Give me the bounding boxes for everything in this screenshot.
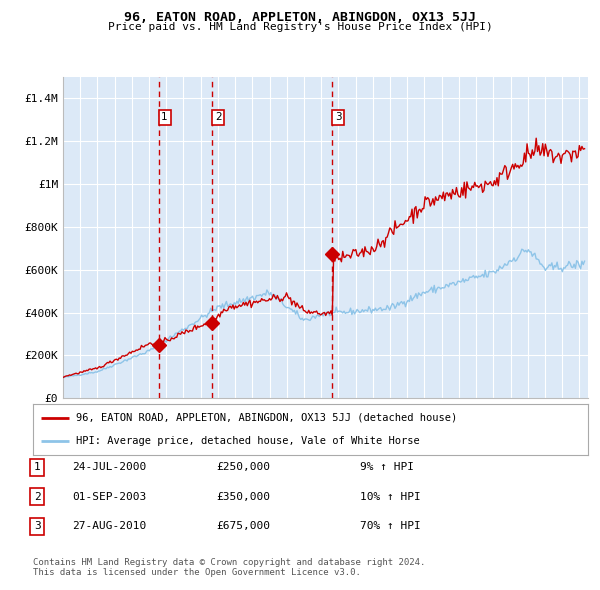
Text: 1: 1 (161, 113, 168, 123)
Text: HPI: Average price, detached house, Vale of White Horse: HPI: Average price, detached house, Vale… (76, 437, 420, 447)
Text: 10% ↑ HPI: 10% ↑ HPI (360, 492, 421, 502)
Text: 24-JUL-2000: 24-JUL-2000 (72, 463, 146, 472)
Text: Contains HM Land Registry data © Crown copyright and database right 2024.
This d: Contains HM Land Registry data © Crown c… (33, 558, 425, 577)
Text: 3: 3 (34, 522, 41, 531)
Text: 27-AUG-2010: 27-AUG-2010 (72, 522, 146, 531)
Text: 70% ↑ HPI: 70% ↑ HPI (360, 522, 421, 531)
Text: £350,000: £350,000 (216, 492, 270, 502)
Text: Price paid vs. HM Land Registry's House Price Index (HPI): Price paid vs. HM Land Registry's House … (107, 22, 493, 32)
Text: 2: 2 (215, 113, 221, 123)
Text: 9% ↑ HPI: 9% ↑ HPI (360, 463, 414, 472)
Text: 3: 3 (335, 113, 341, 123)
Text: 2: 2 (34, 492, 41, 502)
Text: £250,000: £250,000 (216, 463, 270, 472)
Text: 01-SEP-2003: 01-SEP-2003 (72, 492, 146, 502)
Text: 96, EATON ROAD, APPLETON, ABINGDON, OX13 5JJ: 96, EATON ROAD, APPLETON, ABINGDON, OX13… (124, 11, 476, 24)
Text: 96, EATON ROAD, APPLETON, ABINGDON, OX13 5JJ (detached house): 96, EATON ROAD, APPLETON, ABINGDON, OX13… (76, 412, 458, 422)
Text: £675,000: £675,000 (216, 522, 270, 531)
Text: 1: 1 (34, 463, 41, 472)
